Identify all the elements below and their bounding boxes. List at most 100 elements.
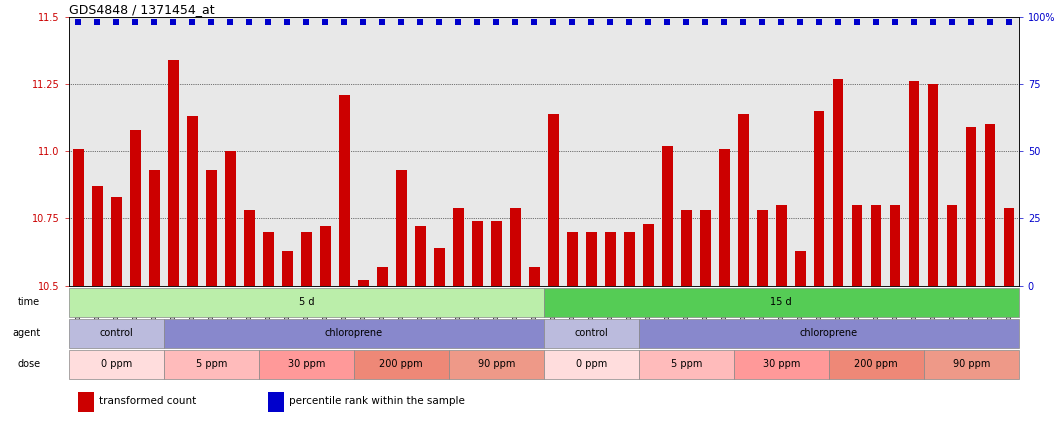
- Bar: [263, 232, 273, 286]
- Point: [944, 19, 961, 26]
- Text: 5 d: 5 d: [299, 297, 315, 308]
- Text: control: control: [100, 328, 133, 338]
- Bar: [757, 210, 768, 286]
- Text: agent: agent: [12, 328, 40, 338]
- Text: dose: dose: [17, 359, 40, 369]
- Bar: [358, 280, 369, 286]
- Bar: [187, 116, 198, 286]
- Bar: [244, 210, 254, 286]
- Bar: [923, 350, 1019, 379]
- Point: [240, 19, 257, 26]
- Bar: [69, 319, 164, 348]
- Bar: [92, 186, 103, 286]
- Bar: [282, 250, 292, 286]
- Bar: [947, 205, 957, 286]
- Bar: [544, 350, 639, 379]
- Bar: [207, 170, 216, 286]
- Point: [886, 19, 903, 26]
- Point: [507, 19, 524, 26]
- Text: 0 ppm: 0 ppm: [101, 359, 132, 369]
- Bar: [833, 79, 844, 286]
- Bar: [226, 151, 235, 286]
- Point: [735, 19, 752, 26]
- Point: [146, 19, 163, 26]
- Text: 200 ppm: 200 ppm: [379, 359, 424, 369]
- Point: [792, 19, 809, 26]
- Point: [70, 19, 87, 26]
- Point: [184, 19, 201, 26]
- Bar: [1004, 208, 1015, 286]
- Point: [849, 19, 866, 26]
- Bar: [662, 146, 672, 286]
- Point: [259, 19, 276, 26]
- Point: [488, 19, 505, 26]
- Bar: [510, 208, 521, 286]
- Bar: [985, 124, 995, 286]
- Bar: [909, 81, 919, 286]
- Bar: [700, 210, 711, 286]
- Point: [127, 19, 144, 26]
- Bar: [69, 350, 164, 379]
- Bar: [814, 111, 825, 286]
- Point: [89, 19, 106, 26]
- Bar: [472, 221, 483, 286]
- Text: 5 ppm: 5 ppm: [196, 359, 227, 369]
- Text: 5 ppm: 5 ppm: [670, 359, 702, 369]
- Point: [582, 19, 599, 26]
- Point: [716, 19, 733, 26]
- Bar: [320, 226, 330, 286]
- Bar: [268, 392, 284, 412]
- Bar: [586, 232, 596, 286]
- Point: [469, 19, 486, 26]
- Point: [526, 19, 543, 26]
- Point: [963, 19, 980, 26]
- Point: [982, 19, 999, 26]
- Bar: [339, 95, 349, 286]
- Bar: [168, 60, 179, 286]
- Point: [450, 19, 467, 26]
- Point: [678, 19, 695, 26]
- Point: [393, 19, 410, 26]
- Bar: [69, 288, 544, 317]
- Bar: [149, 170, 160, 286]
- Text: 30 ppm: 30 ppm: [288, 359, 325, 369]
- Bar: [491, 221, 502, 286]
- Point: [640, 19, 657, 26]
- Text: 15 d: 15 d: [771, 297, 792, 308]
- Point: [355, 19, 372, 26]
- Bar: [738, 114, 749, 286]
- Bar: [164, 350, 258, 379]
- Point: [108, 19, 125, 26]
- Bar: [453, 208, 464, 286]
- Bar: [111, 197, 122, 286]
- Bar: [549, 114, 558, 286]
- Bar: [396, 170, 407, 286]
- Text: transformed count: transformed count: [100, 396, 197, 406]
- Text: 30 ppm: 30 ppm: [762, 359, 800, 369]
- Text: chloroprene: chloroprene: [325, 328, 383, 338]
- Bar: [639, 319, 1019, 348]
- Bar: [681, 210, 692, 286]
- Bar: [301, 232, 311, 286]
- Point: [773, 19, 790, 26]
- Bar: [449, 350, 544, 379]
- Point: [544, 19, 561, 26]
- Point: [431, 19, 448, 26]
- Point: [754, 19, 771, 26]
- Bar: [890, 205, 900, 286]
- Point: [374, 19, 391, 26]
- Bar: [624, 232, 634, 286]
- Point: [279, 19, 295, 26]
- Bar: [734, 350, 829, 379]
- Point: [867, 19, 884, 26]
- Text: 200 ppm: 200 ppm: [855, 359, 898, 369]
- Text: chloroprene: chloroprene: [800, 328, 858, 338]
- Point: [602, 19, 618, 26]
- Bar: [852, 205, 862, 286]
- Text: 90 ppm: 90 ppm: [953, 359, 990, 369]
- Bar: [78, 392, 93, 412]
- Bar: [164, 319, 544, 348]
- Point: [659, 19, 676, 26]
- Point: [336, 19, 353, 26]
- Point: [412, 19, 429, 26]
